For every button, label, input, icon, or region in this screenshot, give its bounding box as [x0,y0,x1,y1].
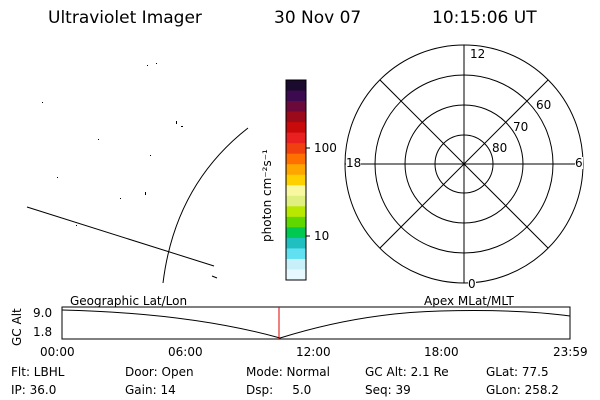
map-dots [42,63,183,226]
info-mode: Mode: Normal [246,365,330,379]
coastline-line [26,206,215,267]
time-label: 10:15:06 UT [432,8,537,28]
colorbar-cell [286,258,306,270]
info-glat: GLat: 77.5 [486,365,549,379]
timeline-xtick-0600: 06:00 [168,345,203,359]
info-gain: Gain: 14 [125,383,176,397]
timeline-xtick-1800: 18:00 [424,345,459,359]
timeline-xtick-2359: 23:59 [553,345,588,359]
colorbar-cell [286,269,306,281]
colorbar-cell [286,174,306,186]
colorbar-cell [286,101,306,113]
colorbar-cell [286,216,306,228]
info-seq: Seq: 39 [365,383,411,397]
polar-label-left: 18 [346,156,362,170]
colorbar-cell [286,248,306,260]
colorbar-cell [286,132,306,144]
colorbar-cell [286,227,306,239]
colorbar-cell [286,122,306,134]
colorbar-cell [286,143,306,155]
colorbar-tick-label-100: 100 [314,141,337,155]
date-label: 30 Nov 07 [274,8,362,28]
info-flt: Flt: LBHL [11,365,65,379]
polar-label-right: 6 [575,156,583,170]
info-glon: GLon: 258.2 [486,383,559,397]
polar-lat-label-80: 80 [492,141,508,155]
polar-lat-label-60: 60 [536,98,552,112]
polar-label-top: 12 [470,47,486,61]
timeline-ytick-low: 1.8 [33,325,53,339]
colorbar-cell [286,195,306,207]
polar-label-bottom: 0 [468,277,476,291]
info-gcalt: GC Alt: 2.1 Re [365,365,449,379]
polar-diagonal-2 [379,79,549,249]
timeline-left-label: Geographic Lat/Lon [70,294,188,308]
timeline-right-label: Apex MLat/MLT [424,294,514,308]
terminator-curve [162,127,249,284]
instrument-title: Ultraviolet Imager [48,8,202,28]
timeline-ytick-high: 9.0 [33,306,53,320]
colorbar-cell [286,164,306,176]
colorbar-cell [286,185,306,197]
colorbar-cell [286,153,306,165]
timeline-frame [61,306,571,340]
colorbar-cell [286,111,306,123]
info-dsp: Dsp: 5.0 [246,383,312,397]
colorbar-frame [285,79,307,281]
map-dash [211,275,218,279]
colorbar-cell [286,90,306,102]
polar-lat-label-70: 70 [513,120,529,134]
timeline-xtick-0000: 00:00 [40,345,75,359]
colorbar-cell [286,80,306,92]
timeline-altitude-curve [61,309,571,339]
colorbar-tick-label-10: 10 [314,229,330,243]
timeline-xtick-1200: 12:00 [296,345,331,359]
info-ip: IP: 36.0 [11,383,57,397]
info-door: Door: Open [125,365,194,379]
colorbar-cell [286,237,306,249]
colorbar-cell [286,206,306,218]
